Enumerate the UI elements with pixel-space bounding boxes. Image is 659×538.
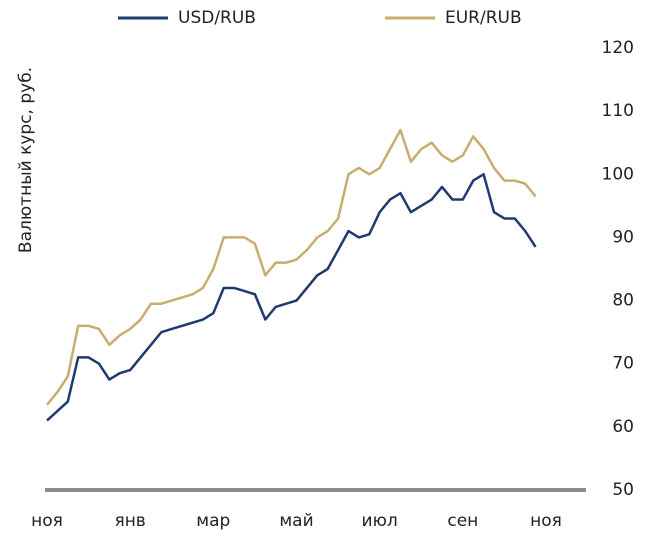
series-line	[46, 173, 537, 422]
legend-label: USD/RUB	[178, 8, 256, 28]
y-tick-label: 50	[612, 480, 634, 500]
y-tick-label: 70	[612, 354, 634, 374]
y-axis-label: Валютный курс, руб.	[16, 67, 36, 253]
series-line	[46, 128, 537, 406]
x-tick-label: ноя	[31, 511, 63, 531]
y-tick-label: 100	[602, 164, 634, 184]
y-tick-label: 90	[612, 227, 634, 247]
x-tick-label: июл	[362, 511, 398, 531]
y-tick-label: 80	[612, 291, 634, 311]
x-tick-label: май	[279, 511, 313, 531]
y-tick-label: 110	[602, 101, 634, 121]
legend-label: EUR/RUB	[445, 8, 522, 28]
x-tick-label: мар	[196, 511, 230, 531]
y-tick-label: 120	[602, 38, 634, 58]
x-tick-label: ноя	[530, 511, 562, 531]
x-tick-label: сен	[447, 511, 478, 531]
y-tick-label: 60	[612, 417, 634, 437]
x-tick-label: янв	[114, 511, 145, 531]
